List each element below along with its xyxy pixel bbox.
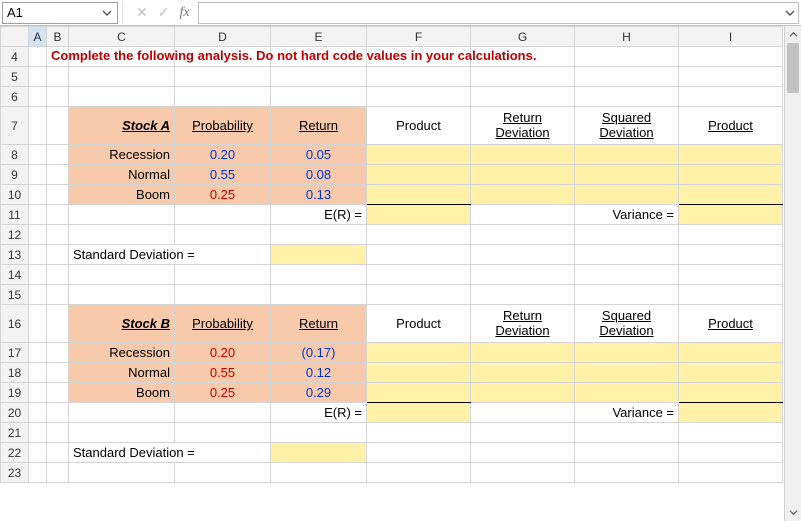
name-box[interactable]: A1 (2, 2, 118, 24)
prob-value: 0.25 (175, 186, 270, 203)
col-header[interactable]: I (679, 27, 783, 47)
col-squared-deviation: SquaredDeviation (575, 110, 678, 141)
grid-row: 4 Complete the following analysis. Do no… (1, 47, 783, 67)
col-return-deviation: ReturnDeviation (471, 110, 574, 141)
col-header[interactable]: C (69, 27, 175, 47)
select-all-corner[interactable] (1, 27, 29, 47)
ret-value: 0.13 (271, 186, 366, 203)
formula-bar-buttons: ✕ ✓ fx (128, 4, 198, 21)
formula-bar: A1 ✕ ✓ fx (0, 0, 801, 26)
col-header[interactable]: E (271, 27, 367, 47)
state-label: Normal (69, 166, 174, 183)
state-label: Recession (69, 146, 174, 163)
state-label: Boom (69, 186, 174, 203)
spreadsheet-grid[interactable]: A B C D E F G H I 4 Complete the followi… (0, 26, 784, 521)
col-header[interactable]: A (29, 27, 47, 47)
formula-input[interactable] (198, 2, 781, 24)
cancel-icon[interactable]: ✕ (136, 4, 148, 21)
instruction-text: Complete the following analysis. Do not … (51, 48, 536, 63)
scroll-up-icon[interactable] (785, 26, 801, 43)
scroll-track[interactable] (785, 43, 801, 504)
col-return: Return (271, 117, 366, 134)
col-probability: Probability (175, 117, 270, 134)
col-product: Product (367, 117, 470, 134)
std-dev-label: Standard Deviation = (69, 246, 270, 263)
col-header[interactable]: H (575, 27, 679, 47)
row-header[interactable]: 4 (1, 47, 29, 67)
prob-value: 0.20 (175, 146, 270, 163)
ret-value: 0.05 (271, 146, 366, 163)
er-label: E(R) = (271, 206, 366, 223)
scroll-down-icon[interactable] (785, 504, 801, 521)
column-header-row: A B C D E F G H I (1, 27, 783, 47)
col-header[interactable]: G (471, 27, 575, 47)
confirm-icon[interactable]: ✓ (158, 4, 170, 21)
name-box-value: A1 (7, 5, 23, 20)
stock-b-title: Stock B (69, 315, 174, 332)
ret-value: 0.08 (271, 166, 366, 183)
variance-label: Variance = (575, 206, 678, 223)
col-header[interactable]: D (175, 27, 271, 47)
col-header[interactable]: B (47, 27, 69, 47)
fx-icon[interactable]: fx (179, 5, 189, 21)
vertical-scrollbar[interactable] (784, 26, 801, 521)
col-header[interactable]: F (367, 27, 471, 47)
stock-a-title: Stock A (69, 117, 174, 134)
col-product2: Product (679, 117, 782, 134)
scroll-thumb[interactable] (787, 43, 799, 93)
grid-row: 7 Stock A Probability Return Product Ret… (1, 107, 783, 145)
formula-expand-icon[interactable] (781, 2, 799, 24)
prob-value: 0.55 (175, 166, 270, 183)
name-box-dropdown-icon[interactable] (100, 6, 114, 20)
